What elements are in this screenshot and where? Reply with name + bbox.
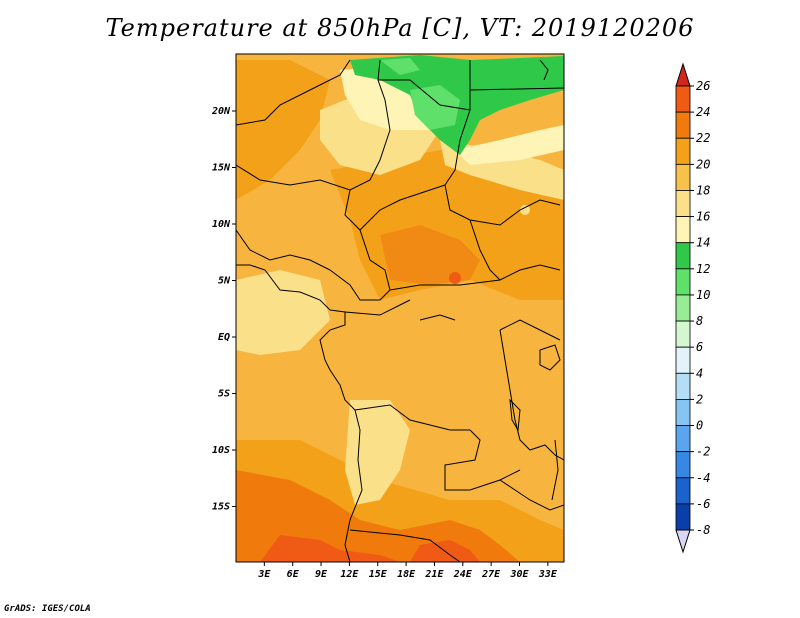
colorbar-segment (675, 216, 691, 244)
colorbar-segment (675, 320, 691, 348)
lat-tick-label: 15N (212, 163, 231, 174)
colorbar-segment (675, 399, 691, 426)
longitude-axis: 3E 6E 9E 12E 15E 18E 21E 24E 27E 30E 33E (257, 562, 558, 580)
lon-tick-label: 6E (287, 569, 300, 580)
colorbar-top-arrow (675, 62, 691, 87)
colorbar-label: 16 (696, 210, 710, 224)
colorbar-segment (675, 190, 691, 217)
lat-tick-label: 5S (218, 389, 230, 400)
colorbar-label: 2 (696, 392, 703, 406)
colorbar-segment (675, 477, 691, 505)
colorbar-bottom-arrow (675, 529, 691, 554)
lon-tick-label: 9E (315, 569, 328, 580)
temperature-field (236, 54, 564, 562)
colorbar-label: 20 (696, 157, 710, 171)
colorbar-segment (675, 451, 691, 479)
lon-tick-label: 18E (397, 569, 416, 580)
lat-tick-label: 10N (212, 219, 231, 230)
colorbar-label: -6 (696, 497, 710, 511)
colorbar-segment (675, 372, 691, 400)
colorbar-label: 4 (696, 366, 703, 380)
colorbar-label: 24 (696, 105, 710, 119)
colorbar-label: 8 (696, 314, 703, 328)
colorbar-segment (675, 294, 691, 322)
lat-tick-label: 5N (218, 276, 231, 287)
lon-tick-label: 24E (453, 569, 473, 580)
lon-tick-label: 3E (257, 569, 271, 580)
colorbar-label: 6 (696, 340, 703, 354)
colorbar-label: 18 (696, 183, 710, 197)
colorbar-segment (675, 425, 691, 453)
colorbar-label: -4 (696, 471, 710, 485)
lat-tick-label: 10S (212, 445, 230, 456)
lon-tick-label: 12E (340, 569, 359, 580)
colorbar-segment (675, 85, 691, 113)
grads-credit: GrADS: IGES/COLA (4, 604, 91, 614)
lon-tick-label: 30E (509, 569, 529, 580)
colorbar-label: 22 (696, 131, 710, 145)
lat-tick-label: 20N (211, 106, 231, 117)
map-frame (235, 53, 565, 563)
colorbar-label: 10 (696, 288, 710, 302)
lon-tick-label: 21E (424, 569, 444, 580)
lon-tick-label: 27E (481, 569, 501, 580)
colorbar-segment (675, 346, 691, 374)
colorbar-segment (675, 242, 691, 270)
colorbar-label: 14 (696, 236, 710, 250)
lon-tick-label: 33E (538, 569, 558, 580)
colorbar-label: 12 (696, 262, 710, 276)
colorbar-segment (675, 503, 691, 531)
colorbar-segment (675, 137, 691, 165)
colorbar-segment (675, 163, 691, 191)
colorbar-label: 26 (696, 79, 710, 93)
latitude-axis: 20N 15N 10N 5N EQ 5S 10S 15S (211, 106, 236, 513)
colorbar-label: -8 (696, 523, 710, 537)
map-title: Temperature at 850hPa [C], VT: 201912020… (105, 14, 695, 42)
lon-tick-label: 15E (369, 569, 388, 580)
colorbar-label: 0 (696, 419, 703, 433)
lat-tick-label: EQ (218, 332, 230, 343)
colorbar-segment (675, 111, 691, 139)
lat-tick-label: 15S (212, 502, 230, 513)
colorbar-label: -2 (696, 445, 710, 459)
colorbar-segment (675, 268, 691, 296)
country-boundaries (236, 59, 564, 562)
